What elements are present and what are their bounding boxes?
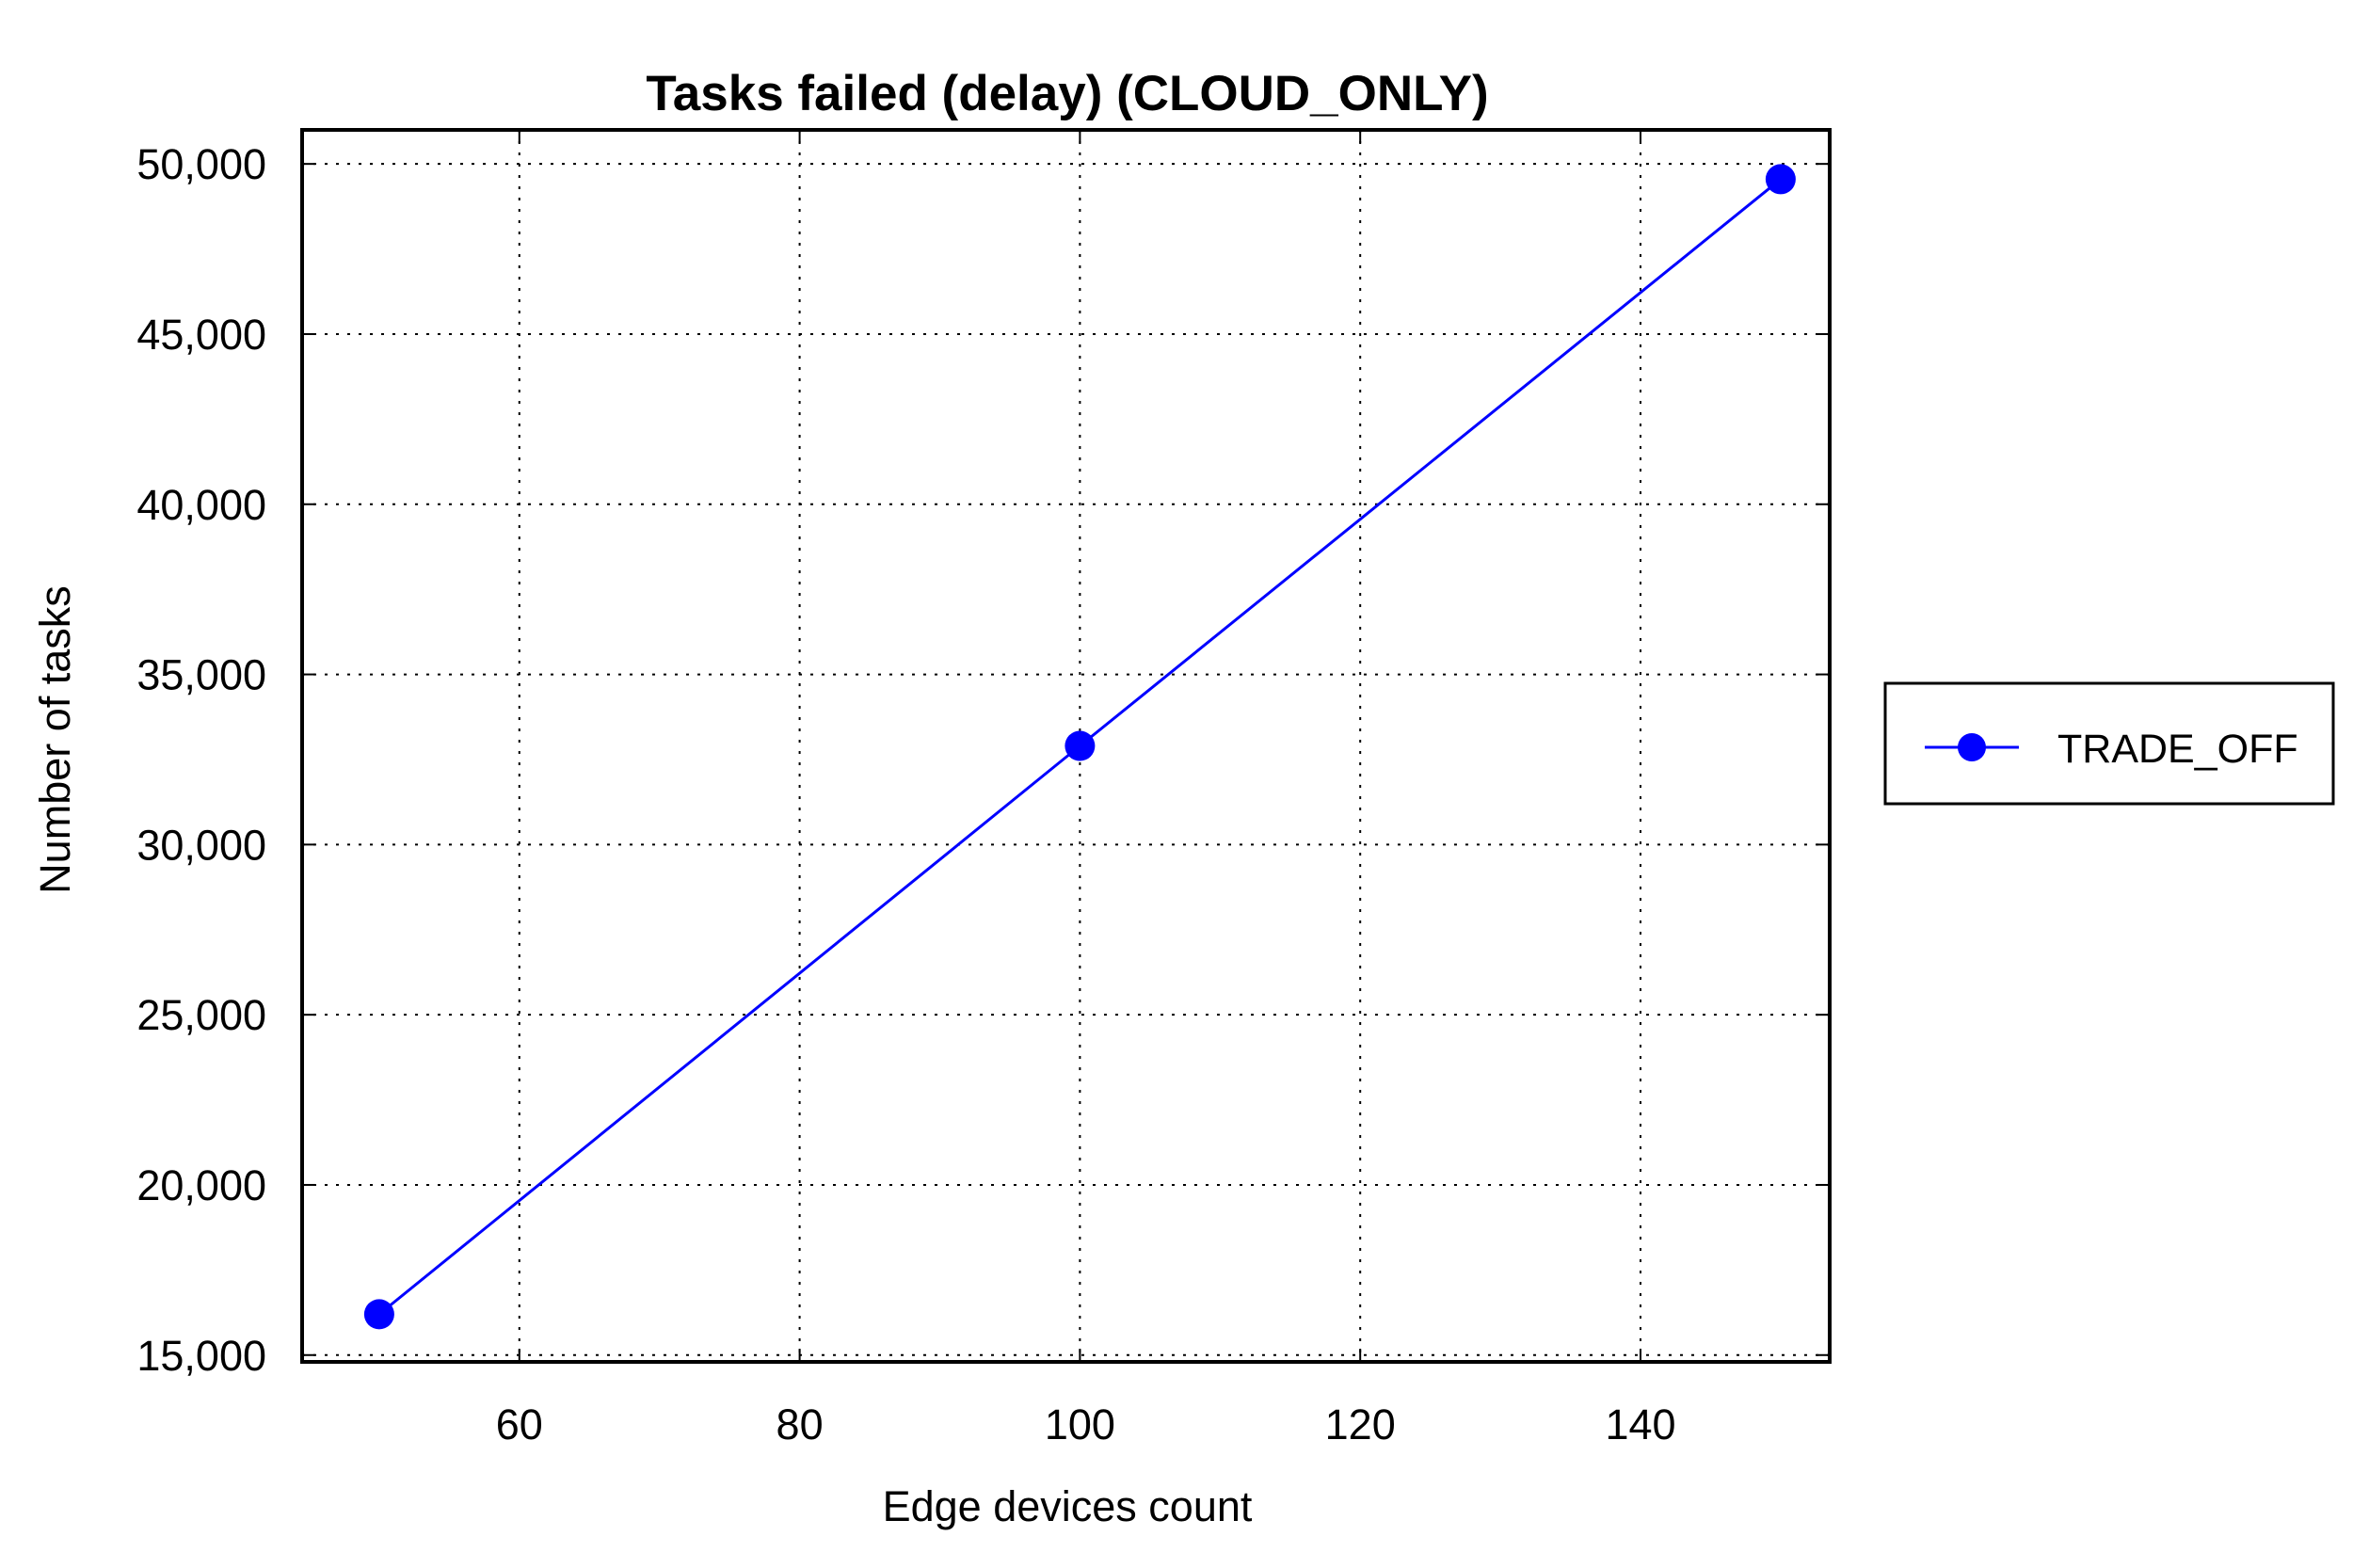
plot-frame <box>300 128 1832 1364</box>
legend: TRADE_OFF <box>1883 681 2335 806</box>
y-tick-label: 35,000 <box>136 651 266 699</box>
y-tick-label: 45,000 <box>136 311 266 359</box>
data-point <box>1765 164 1796 195</box>
x-tick-label: 120 <box>1325 1400 1396 1448</box>
series-layer <box>363 164 1796 1330</box>
chart-title: Tasks failed (delay) (CLOUD_ONLY) <box>646 66 1488 121</box>
y-tick-label: 20,000 <box>136 1161 266 1209</box>
data-point <box>1064 730 1096 761</box>
y-tick-label: 15,000 <box>136 1332 266 1380</box>
y-tick-label: 50,000 <box>136 140 266 188</box>
data-point <box>363 1299 394 1330</box>
axis-ticks: 60 80 100 120 140 15,000 20,000 25,000 30,000 35,… <box>136 130 1830 1448</box>
y-tick-label: 25,000 <box>136 991 266 1039</box>
x-axis-label: Edge devices count <box>883 1482 1253 1530</box>
y-tick-label: 30,000 <box>136 821 266 869</box>
y-axis-label: Number of tasks <box>31 585 79 894</box>
y-tick-label: 40,000 <box>136 481 266 529</box>
legend-label-trade-off: TRADE_OFF <box>2057 727 2298 772</box>
legend-swatch-marker <box>1958 733 1986 761</box>
x-tick-label: 140 <box>1605 1400 1675 1448</box>
grid <box>302 130 1830 1362</box>
x-tick-label: 60 <box>496 1400 543 1448</box>
x-tick-label: 80 <box>776 1400 824 1448</box>
x-tick-label: 100 <box>1045 1400 1115 1448</box>
